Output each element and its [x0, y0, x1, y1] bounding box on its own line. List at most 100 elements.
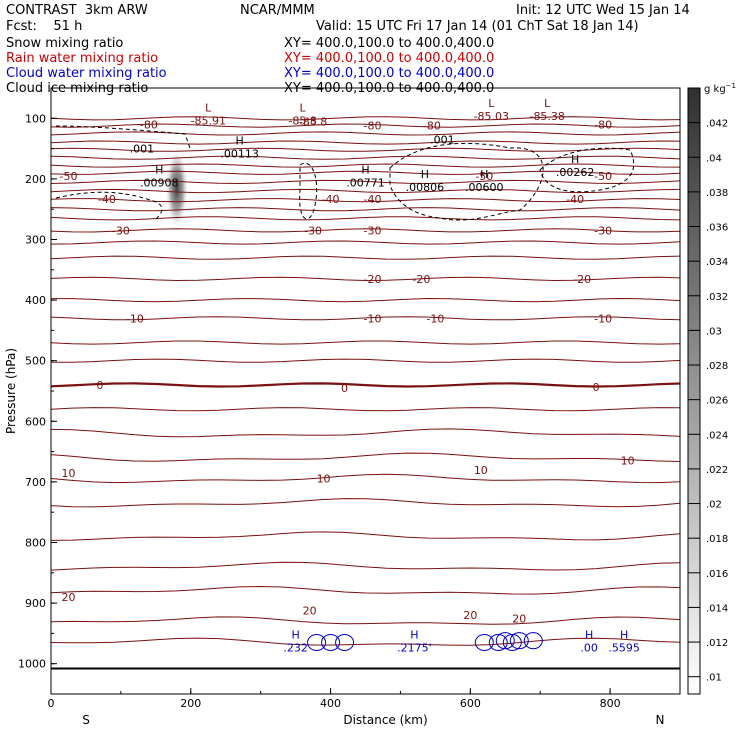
temperature-contour	[50, 207, 681, 212]
contour-label: 10	[474, 464, 488, 477]
cloud-water-contour	[488, 633, 508, 651]
temperature-contour	[51, 358, 681, 363]
cloud-water-contour	[502, 633, 522, 651]
extremum-marker: H	[361, 164, 369, 177]
contour-label: -20	[573, 273, 591, 286]
model-title: CONTRAST 3km ARW	[6, 3, 148, 18]
contour-label: -40	[566, 193, 584, 206]
extremum-value: .2175'	[397, 641, 432, 654]
extremum-value: .232	[283, 641, 308, 654]
extremum-value: -85.38	[529, 110, 564, 123]
temperature-contour	[50, 240, 681, 245]
south-label: S	[82, 713, 90, 727]
colorbar-tick-label: .034	[706, 257, 728, 268]
y-tick-label: 700	[25, 476, 46, 489]
temperature-contour	[50, 498, 681, 508]
contour-label: -20	[364, 273, 382, 286]
temperature-contour	[50, 123, 681, 128]
extremum-marker: H	[155, 164, 163, 177]
legend-xy-rain: XY= 400.0,100.0 to 400.0,400.0	[284, 51, 495, 66]
temperature-contour	[50, 340, 681, 345]
x-tick-label: 400	[320, 697, 341, 710]
contour-label: 10	[317, 472, 331, 485]
extremum-marker: H	[480, 168, 488, 181]
contour-label: 20	[303, 604, 317, 617]
colorbar-tick-label: .036	[706, 223, 728, 234]
extremum-value: -85.03	[474, 110, 509, 123]
temperature-contour	[50, 216, 681, 221]
temperature-contour	[50, 473, 681, 484]
y-tick-label: 400	[25, 294, 46, 307]
extremum-value: .5595	[608, 641, 640, 654]
contour-label: -30	[594, 224, 612, 237]
temperature-contour	[50, 116, 681, 121]
cloud-ice-contour	[539, 147, 635, 193]
extremum-marker: L	[205, 101, 212, 114]
x-tick-label: 800	[600, 697, 621, 710]
colorbar-unit-exponent: −1	[726, 82, 736, 90]
extremum-marker: L	[300, 101, 307, 114]
temperature-contour	[50, 316, 681, 321]
contour-label: -10	[426, 312, 444, 325]
north-label: N	[656, 713, 665, 727]
extremum-value: .00806	[406, 181, 445, 194]
cloud-ice-contour	[299, 162, 318, 220]
contour-label: -10	[126, 312, 144, 325]
contour-label: -20	[412, 273, 430, 286]
colorbar-tick-label: .02	[706, 500, 722, 511]
legend-label-cloud-water: Cloud water mixing ratio	[6, 66, 167, 81]
extremum-value: .00113	[220, 148, 259, 161]
extremum-marker: H	[291, 628, 299, 641]
contour-label: 10	[61, 467, 75, 480]
y-tick-label: 800	[25, 537, 46, 550]
contour-label: 0	[96, 379, 103, 392]
temperature-contour	[50, 147, 681, 152]
temperature-contour	[50, 179, 681, 185]
colorbar-tick-label: .01	[706, 673, 722, 684]
colorbar-tick-label: .028	[706, 361, 728, 372]
cloud-ice-contour	[55, 125, 191, 149]
temperature-contour	[50, 637, 681, 646]
colorbar-tick-label: .042	[706, 119, 728, 130]
extremum-marker: L	[488, 97, 495, 110]
colorbar-tick-label: .038	[706, 188, 728, 199]
contour-label: 20	[512, 612, 526, 625]
temperature-contour	[50, 131, 681, 136]
cloud-water-contour	[335, 633, 355, 651]
y-tick-label: 900	[25, 597, 46, 610]
extremum-value: .00908	[140, 177, 179, 190]
contour-label: 0	[593, 381, 600, 394]
temperature-contour	[50, 531, 681, 541]
extremum-marker: L	[544, 97, 551, 110]
contour-label: -80	[594, 118, 612, 131]
contour-label: -50	[475, 170, 493, 183]
init-time: Init: 12 UTC Wed 15 Jan 14	[516, 3, 690, 18]
contour-label: -30	[112, 224, 130, 237]
temperature-contour	[50, 616, 681, 625]
contour-label: -80	[364, 120, 382, 133]
contour-label: -85.8	[299, 115, 327, 128]
colorbar-tick-label: .032	[706, 292, 728, 303]
cloud-water-contour	[509, 632, 529, 650]
org-label: NCAR/MMM	[240, 3, 315, 18]
cloud-water-contour	[523, 632, 543, 650]
cloud-ice-label: .001	[130, 143, 155, 156]
temperature-contour	[50, 163, 681, 168]
contour-label: -40	[98, 193, 116, 206]
temperature-contour	[51, 297, 681, 303]
temperature-contour	[50, 255, 681, 260]
cloud-water-contour	[321, 633, 341, 651]
colorbar-unit: g kg−1	[704, 82, 736, 95]
temperature-contour	[50, 428, 681, 438]
y-tick-label: 600	[25, 415, 46, 428]
contour-label: -30	[364, 224, 382, 237]
temperature-contour	[50, 561, 681, 571]
extremum-value: .00771	[346, 177, 385, 190]
colorbar-tick-label: .022	[706, 465, 728, 476]
contour-label: -80	[423, 120, 441, 133]
extremum-marker: H	[585, 628, 593, 641]
forecast-hour: Fcst: 51 h	[6, 19, 83, 34]
y-tick-label: 500	[25, 355, 46, 368]
cloud-ice-contour	[389, 142, 544, 221]
